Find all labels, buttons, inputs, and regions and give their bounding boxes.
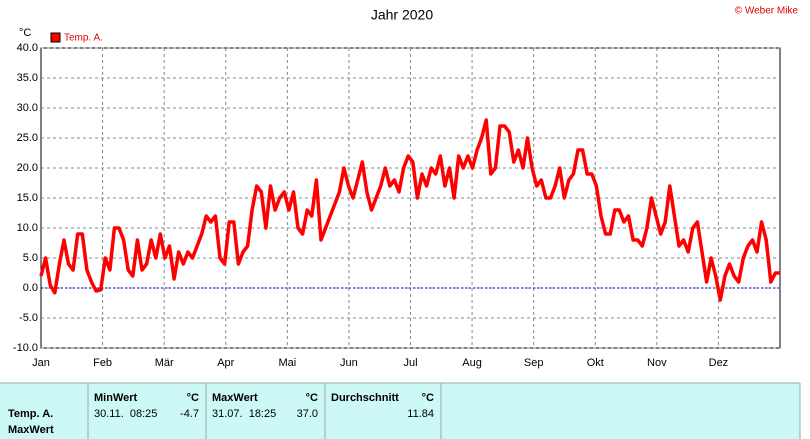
table-header: °C (306, 392, 318, 404)
y-tick-label: 40.0 (17, 42, 38, 54)
table-header: °C (187, 392, 199, 404)
x-tick-label: Mär (155, 357, 174, 369)
x-tick-label: Feb (93, 357, 112, 369)
table-cell: 30.11. 08:25 (94, 408, 157, 420)
y-tick-label: -5.0 (19, 312, 38, 324)
y-axis-label: °C (19, 27, 31, 39)
y-tick-label: 10.0 (17, 222, 38, 234)
table-header: MinWert (94, 392, 138, 404)
table-row-label: Temp. A. (8, 408, 53, 420)
x-tick-label: Aug (462, 357, 482, 369)
x-tick-label: Okt (587, 357, 604, 369)
y-tick-label: 20.0 (17, 162, 38, 174)
table-cell: -4.7 (180, 408, 199, 420)
x-tick-label: Nov (647, 357, 667, 369)
y-tick-label: 5.0 (23, 252, 38, 264)
y-tick-label: 15.0 (17, 192, 38, 204)
x-tick-label: Apr (217, 357, 234, 369)
table-cell: 11.84 (407, 408, 434, 420)
copyright: © Weber Mike (735, 6, 799, 17)
x-tick-label: Sep (524, 357, 544, 369)
y-tick-label: 35.0 (17, 72, 38, 84)
table-cell: 31.07. 18:25 (212, 408, 276, 420)
table-header: Durchschnitt (331, 392, 399, 404)
table-cell: 37.0 (297, 408, 318, 420)
x-tick-label: Dez (709, 357, 729, 369)
table-header: °C (422, 392, 434, 404)
y-tick-label: 0.0 (23, 282, 38, 294)
y-tick-label: 30.0 (17, 102, 38, 114)
table-background (0, 383, 800, 439)
x-tick-label: Jan (32, 357, 50, 369)
x-tick-label: Jul (403, 357, 417, 369)
x-tick-label: Mai (278, 357, 296, 369)
legend-label: Temp. A. (64, 33, 103, 44)
y-tick-label: 25.0 (17, 132, 38, 144)
table-header: MaxWert (212, 392, 258, 404)
legend-swatch (50, 32, 61, 43)
x-tick-label: Jun (340, 357, 358, 369)
data-line (39, 118, 780, 302)
table-row-label: MaxWert (8, 424, 54, 436)
chart-title: Jahr 2020 (371, 7, 433, 23)
y-tick-label: -10.0 (13, 342, 38, 354)
